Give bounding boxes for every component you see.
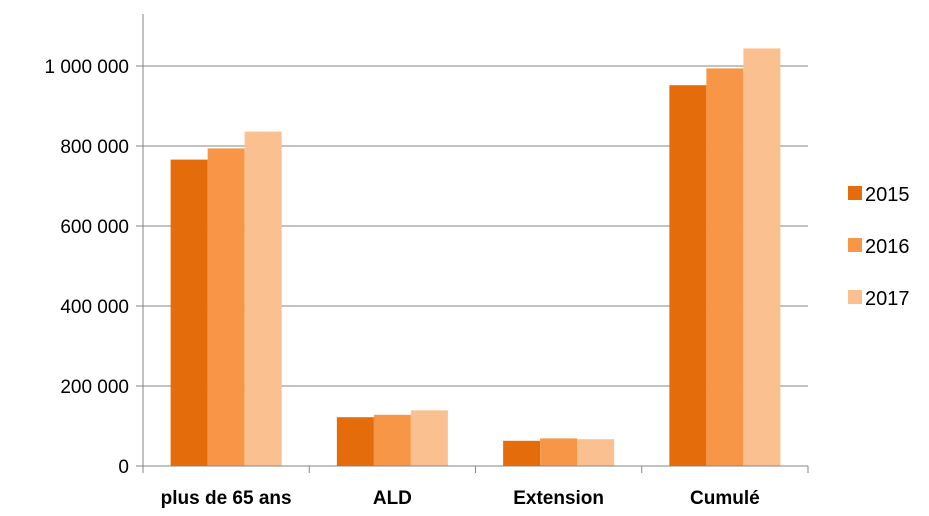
- legend: 2015 2016 2017: [848, 184, 910, 310]
- bar-2016: [207, 148, 245, 466]
- bar-2016: [373, 414, 411, 466]
- bar-2015: [503, 440, 541, 466]
- bar-2017: [410, 410, 448, 466]
- y-tick-label: 0: [118, 457, 129, 478]
- y-tick-label: 800 000: [60, 137, 129, 158]
- x-tick-labels: plus de 65 ans ALD Extension Cumulé: [161, 488, 760, 509]
- x-tick-label: Cumulé: [690, 488, 760, 509]
- legend-label: 2016: [865, 236, 910, 258]
- x-tick-label: plus de 65 ans: [161, 488, 292, 509]
- y-tick-label: 1 000 000: [44, 57, 129, 78]
- bar-2015: [336, 417, 374, 466]
- y-tick-label: 400 000: [60, 297, 129, 318]
- bar-2017: [743, 48, 781, 467]
- bars: [170, 48, 781, 467]
- x-tick-label: ALD: [373, 488, 412, 509]
- legend-label: 2015: [865, 184, 910, 206]
- bar-2015: [170, 159, 208, 466]
- y-tick-labels: 0 200 000 400 000 600 000 800 000 1 000 000: [44, 57, 129, 478]
- legend-swatch-2015: [848, 186, 862, 200]
- legend-label: 2017: [865, 288, 910, 310]
- bar-2017: [244, 131, 282, 466]
- axes: [136, 14, 809, 473]
- bar-2016: [706, 68, 744, 467]
- y-tick-label: 600 000: [60, 217, 129, 238]
- bar-2016: [540, 438, 578, 466]
- x-tick-label: Extension: [513, 488, 604, 509]
- bar-2017: [577, 439, 615, 466]
- y-tick-label: 200 000: [60, 377, 129, 398]
- legend-swatch-2016: [848, 238, 862, 252]
- bar-2015: [669, 85, 707, 466]
- legend-swatch-2017: [848, 290, 862, 304]
